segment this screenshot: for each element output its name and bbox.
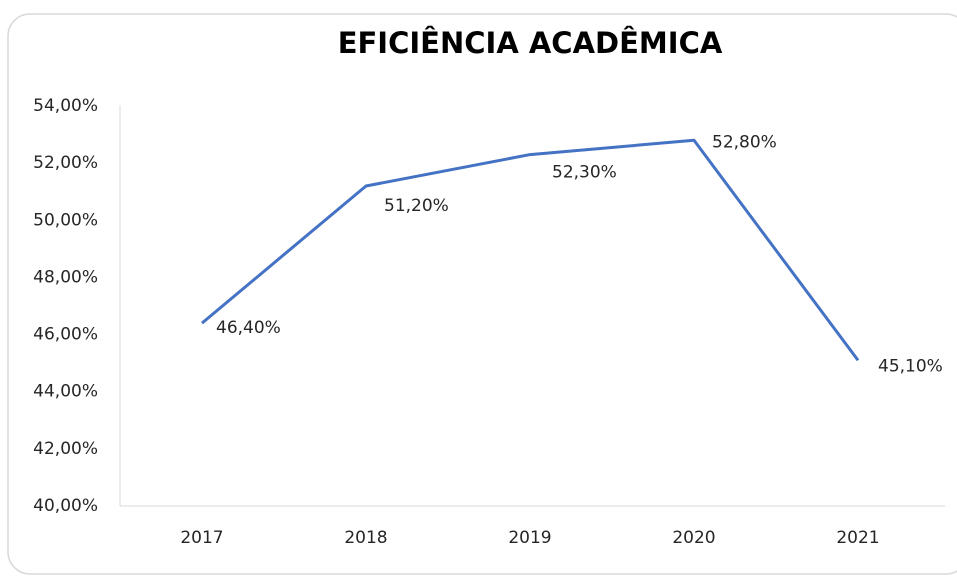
line [201,138,860,362]
data-label: 45,10% [878,356,943,376]
x-tick-label: 2017 [180,528,223,548]
chart-title: EFICIÊNCIA ACADÊMICA [338,26,723,60]
x-tick-label: 2019 [508,528,551,548]
data-label: 52,30% [552,163,617,183]
y-tick-label: 42,00% [33,439,98,459]
y-tick-label: 54,00% [33,96,98,116]
data-label: 52,80% [712,132,777,152]
y-tick-label: 48,00% [33,267,98,287]
x-tick-label: 2018 [344,528,387,548]
data-label: 46,40% [216,318,281,338]
chart-border [7,13,957,575]
y-tick-label: 52,00% [33,153,98,173]
x-tick-label: 2021 [836,528,879,548]
y-tick-label: 46,00% [33,325,98,345]
x-tick-label: 2020 [672,528,715,548]
y-tick-label: 40,00% [33,496,98,516]
y-tick-label: 44,00% [33,382,98,402]
data-label: 51,20% [384,196,449,216]
y-tick-label: 50,00% [33,210,98,230]
